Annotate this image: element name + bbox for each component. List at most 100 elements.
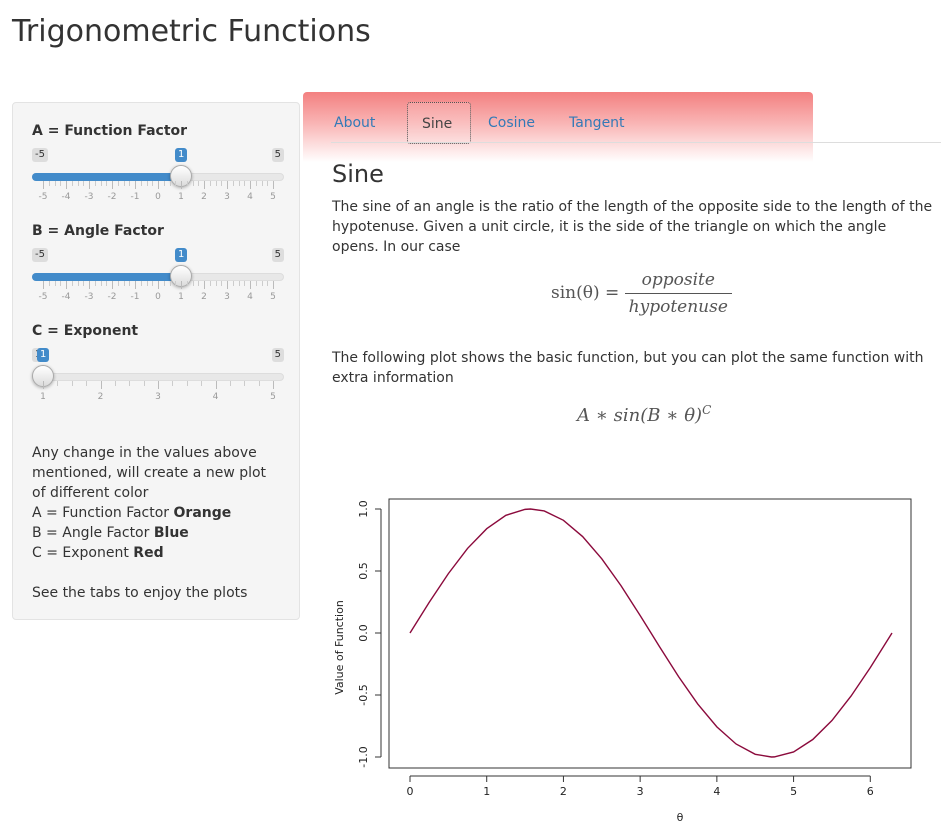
slider-tick [229,381,231,386]
slider-tick [112,181,113,189]
x-tick-label: 4 [713,785,720,798]
slider-tick [135,281,136,289]
slider-tick [261,181,263,186]
slider-tick [221,181,223,186]
slider-label: A = Function Factor [32,123,188,139]
slider-tick [152,281,154,286]
tab-content-sine: Sine The sine of an angle is the ratio o… [332,160,937,426]
slider-tick [215,281,217,286]
slider-tick [255,281,257,286]
slider-value-label: 1 [175,148,188,162]
plot-description: The following plot shows the basic funct… [332,350,924,386]
slider-tick-label: 0 [155,292,161,302]
slider-tick [158,281,159,289]
sidebar-line-c: C = Exponent Red [32,543,282,563]
slider-tick [255,181,257,186]
slider-tick-label: 2 [201,292,207,302]
sidebar-spacer [32,563,282,583]
slider-function-factor[interactable]: A = Function Factor -5 5 1 -5 -4 -3 -2 -1 0 1 2… [32,103,284,202]
slider-angle-factor[interactable]: B = Angle Factor -5 5 1 -5 -4 -3 -2 -1 0 1 2 3 4 5 [32,203,284,302]
x-tick-label: 5 [790,785,797,798]
slider-exponent[interactable]: C = Exponent 1 5 1 1 2 3 4 5 [32,303,284,402]
tab-cosine[interactable]: Cosine [488,115,536,131]
general-formula-exponent: C [702,403,712,417]
y-tick-label: 0.0 [357,624,370,642]
slider-tick-label: 4 [247,192,253,202]
tab-about[interactable]: About [334,115,376,131]
slider-tick-labels: -5 -4 -3 -2 -1 0 1 2 3 4 5 [32,192,284,204]
slider-tick [238,181,240,186]
slider-tick-label: -3 [84,192,94,202]
slider-tick-labels: 1 2 3 4 5 [32,392,284,404]
slider-tick [175,281,177,286]
y-tick-label: -0.5 [357,684,370,705]
slider-tick [86,381,88,386]
x-tick-label: 1 [483,785,490,798]
sine-plot: 0 1 2 3 4 5 6 -1.0 -0.5 0.0 0.5 1.0 θ Value of Functi… [333,498,912,824]
slider-tick [258,381,260,386]
slider-tick [209,181,211,186]
slider-tick-label: 3 [155,392,161,402]
slider-ticks [32,281,284,291]
slider-tick-label: -5 [38,192,48,202]
slider-tick [100,381,102,389]
line-b-color: Blue [153,525,189,541]
slider-tick [244,381,246,386]
x-axis-label: θ [677,811,684,824]
y-tick-label: 0.5 [357,562,370,580]
slider-tick [140,281,142,286]
sidebar-footer: See the tabs to enjoy the plots [32,585,248,601]
slider-tick [221,281,223,286]
slider-tick [198,181,200,186]
slider-tick [163,181,165,186]
slider-tick-label: -4 [61,192,71,202]
slider-tick [201,381,203,386]
tab-tangent[interactable]: Tangent [569,115,625,131]
slider-tick [48,181,50,186]
slider-tick-label: 4 [212,392,219,402]
slider-tick [117,181,119,186]
slider-tick [94,181,96,186]
slider-tick [106,181,108,186]
line-c-prefix: C = Exponent [32,545,134,561]
y-tick-label: 1.0 [357,500,370,518]
slider-tick [169,181,171,186]
slider-tick [250,281,251,289]
slider-tick [77,181,79,186]
slider-tick [89,281,90,289]
slider-tick [250,181,251,189]
y-tick-label: -1.0 [357,746,370,767]
slider-tick [60,181,62,186]
slider-tick [43,181,44,189]
slider-tick [175,181,177,186]
x-tick-label: 2 [560,785,567,798]
slider-tick [227,181,228,189]
slider-tick [48,281,50,286]
tab-sine[interactable]: Sine [407,102,471,144]
slider-label: C = Exponent [32,323,139,339]
x-tick-label: 6 [867,785,874,798]
slider-tick-label: 1 [40,392,46,402]
slider-tick [204,281,205,289]
slider-tick [273,381,274,389]
slider-tick [215,381,217,389]
slider-tick [77,281,79,286]
slider-tick [71,181,73,186]
tab-divider [331,142,941,143]
slider-tick-label: -2 [107,192,117,202]
slider-tick-label: 2 [97,392,104,402]
line-b-prefix: B = Angle Factor [32,525,154,541]
slider-tick [267,281,269,286]
slider-tick [186,181,188,186]
slider-tick [215,181,217,186]
sine-description: The sine of an angle is the ratio of the… [332,199,933,255]
slider-tick [83,181,85,186]
slider-tick [186,281,188,286]
sine-ratio-formula: sin(θ) = opposite hypotenuse [551,270,732,317]
slider-tick [71,381,73,386]
slider-tick [261,281,263,286]
slider-tick [66,281,67,289]
slider-track[interactable] [32,373,284,381]
slider-tick [163,281,165,286]
slider-tick [273,181,274,189]
